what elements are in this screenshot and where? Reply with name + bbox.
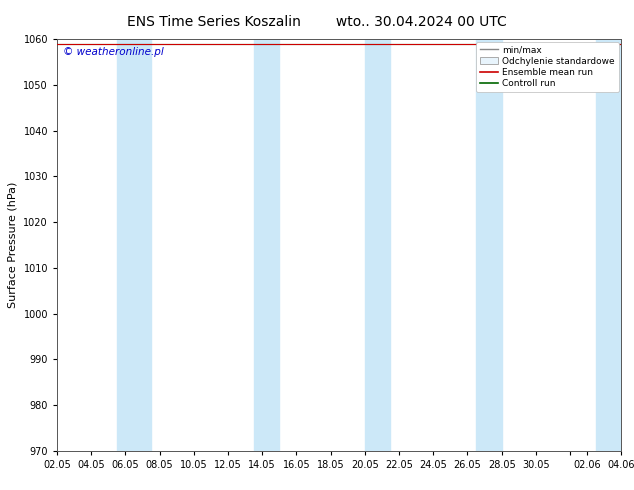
Bar [476, 39, 501, 451]
Y-axis label: Surface Pressure (hPa): Surface Pressure (hPa) [8, 182, 18, 308]
Legend: min/max, Odchylenie standardowe, Ensemble mean run, Controll run: min/max, Odchylenie standardowe, Ensembl… [476, 42, 619, 92]
Bar [365, 39, 391, 451]
Text: ENS Time Series Koszalin        wto.. 30.04.2024 00 UTC: ENS Time Series Koszalin wto.. 30.04.202… [127, 15, 507, 29]
Text: © weatheronline.pl: © weatheronline.pl [63, 48, 164, 57]
Bar [117, 39, 151, 451]
Bar [596, 39, 621, 451]
Bar [254, 39, 280, 451]
